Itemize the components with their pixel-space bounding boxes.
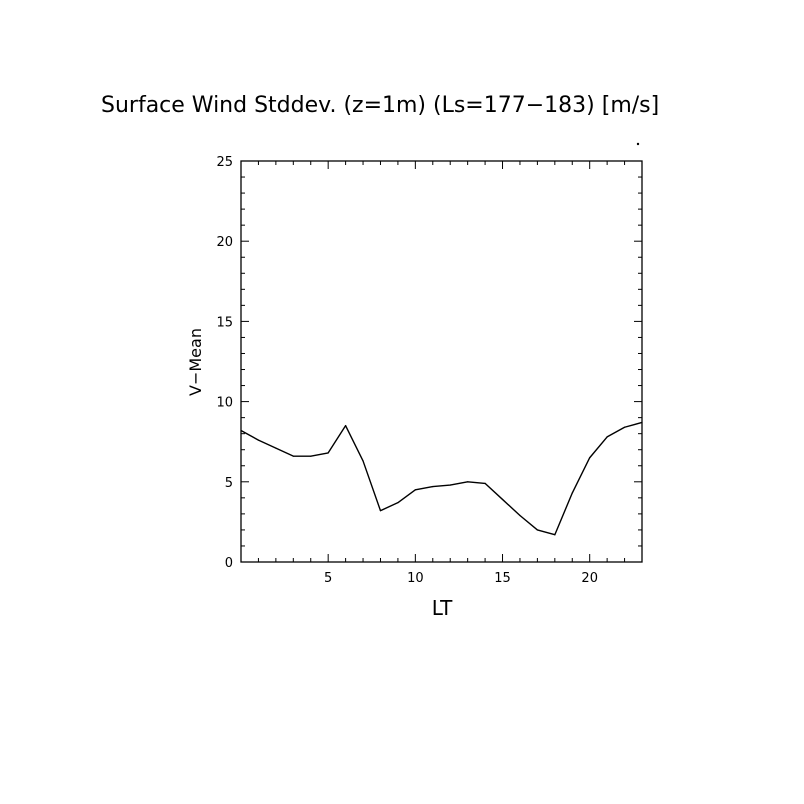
- data-point: [432, 486, 434, 488]
- data-point: [449, 484, 451, 486]
- series-line: [240, 421, 643, 536]
- corner-dot: [636, 142, 640, 146]
- data-point: [379, 510, 382, 512]
- data-point: [310, 455, 312, 457]
- data-point: [257, 439, 260, 441]
- data-point: [292, 455, 294, 457]
- data-point: [606, 436, 608, 438]
- data-point: [589, 457, 591, 459]
- data-points: [240, 421, 643, 536]
- data-point: [641, 421, 643, 424]
- tick-labels: 5 10 15 20 0 5 10 15 20 25: [216, 155, 598, 586]
- x-tick-label: 10: [407, 571, 424, 586]
- data-point: [623, 426, 626, 428]
- x-axis-label: LT: [432, 596, 453, 620]
- data-point: [571, 492, 573, 494]
- data-point: [414, 489, 416, 491]
- chart-title: Surface Wind Stddev. (z=1m) (Ls=177−183)…: [101, 93, 659, 118]
- data-point: [519, 514, 521, 517]
- y-tick-label: 10: [216, 396, 233, 411]
- data-point: [554, 534, 556, 536]
- data-point: [362, 460, 364, 462]
- data-point: [327, 452, 329, 454]
- y-tick-label: 0: [225, 556, 233, 571]
- y-tick-label: 5: [225, 476, 233, 491]
- y-axis-label: V−Mean: [186, 328, 205, 396]
- data-point: [484, 482, 486, 485]
- y-tick-label: 20: [216, 235, 233, 250]
- data-point: [536, 529, 538, 531]
- axis-ticks: [240, 160, 643, 563]
- data-point: [467, 481, 469, 483]
- data-point: [240, 429, 242, 432]
- plot-frame: [240, 160, 643, 563]
- data-point: [345, 425, 347, 427]
- y-tick-label: 15: [216, 315, 233, 330]
- x-tick-label: 15: [494, 571, 511, 586]
- x-tick-label: 5: [324, 571, 332, 586]
- data-point: [501, 498, 504, 501]
- x-tick-label: 20: [581, 571, 598, 586]
- y-tick-label: 25: [216, 155, 233, 170]
- data-point: [397, 502, 399, 504]
- data-point: [275, 447, 277, 449]
